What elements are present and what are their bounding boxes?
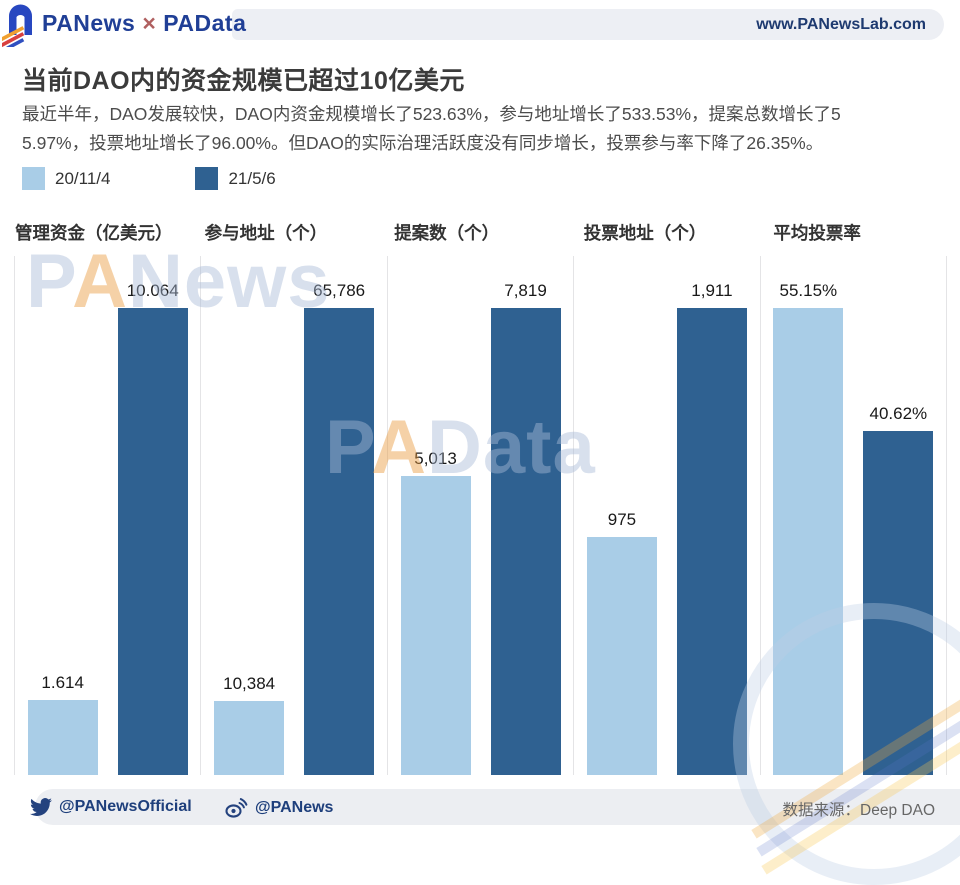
twitter-handle: @PANewsOfficial xyxy=(59,798,192,815)
legend-swatch-dark xyxy=(195,167,219,190)
bar-value-label: 40.62% xyxy=(869,404,928,423)
website-pill: www.PANewsLab.com xyxy=(232,9,944,40)
bar-21/5/6 xyxy=(863,431,934,775)
legend-swatch-light xyxy=(22,167,45,190)
twitter-icon xyxy=(30,798,52,816)
bar-value-label: 1,911 xyxy=(691,281,733,300)
footer-twitter: @PANewsOfficial xyxy=(30,796,192,818)
bar-group-20/11/4: 55.15% xyxy=(773,256,844,775)
footer-weibo: @PANews xyxy=(224,796,333,820)
bar-group-21/5/6: 65,786 xyxy=(304,256,375,775)
panel-title: 提案数（个） xyxy=(394,223,500,243)
bar-21/5/6 xyxy=(676,308,747,775)
panel-title: 投票地址（个） xyxy=(583,223,707,243)
bar-21/5/6 xyxy=(117,308,188,775)
panews-logo-icon xyxy=(2,4,32,47)
weibo-icon xyxy=(225,798,248,818)
legend-item-2020: 20/11/4 xyxy=(22,167,110,190)
bar-value-label: 5,013 xyxy=(414,449,457,468)
panel-title: 参与地址（个） xyxy=(204,223,328,243)
bar-group-21/5/6: 10.064 xyxy=(117,256,188,775)
header-bar: PANews × PAData www.PANewsLab.com xyxy=(0,0,960,48)
subtitle: 最近半年，DAO发展较快，DAO内资金规模增长了523.63%，参与地址增长了5… xyxy=(22,100,952,158)
bar-group-21/5/6: 7,819 xyxy=(490,256,561,775)
footer-bar xyxy=(35,789,960,825)
bar-group-20/11/4: 10,384 xyxy=(214,256,285,775)
bar-20/11/4 xyxy=(214,701,285,775)
bar-20/11/4 xyxy=(773,308,844,775)
brand-separator: × xyxy=(142,10,157,36)
website-url: www.PANewsLab.com xyxy=(756,16,926,33)
bar-value-label: 55.15% xyxy=(779,281,838,300)
bar-21/5/6 xyxy=(490,308,561,775)
bar-value-label: 10.064 xyxy=(126,281,179,300)
panel-title: 管理资金（亿美元） xyxy=(15,223,173,243)
chart-panel: 5,013 7,819 xyxy=(386,256,573,775)
legend-label-2021: 21/5/6 xyxy=(228,168,276,188)
bar-group-20/11/4: 975 xyxy=(586,256,657,775)
subtitle-line-1: 最近半年，DAO发展较快，DAO内资金规模增长了523.63%，参与地址增长了5… xyxy=(22,104,841,124)
bar-group-20/11/4: 1.614 xyxy=(27,256,98,775)
bar-value-label: 65,786 xyxy=(313,281,366,300)
bar-group-21/5/6: 40.62% xyxy=(863,256,934,775)
panel-title: 平均投票率 xyxy=(773,223,861,243)
bar-20/11/4 xyxy=(400,476,471,775)
brand-wordmark: PANews × PAData xyxy=(42,10,246,37)
bar-21/5/6 xyxy=(304,308,375,775)
legend: 20/11/4 21/5/6 xyxy=(22,167,276,190)
bar-value-label: 10,384 xyxy=(223,674,276,693)
brand-panews: PANews xyxy=(42,10,136,36)
chart-panel: 10,384 65,786 xyxy=(200,256,386,775)
bar-value-label: 1.614 xyxy=(41,673,84,692)
brand-padata: PAData xyxy=(163,10,247,36)
chart-panel: 55.15% 40.62% xyxy=(759,256,946,775)
bar-20/11/4 xyxy=(586,537,657,775)
chart-panel: 1.614 10.064 xyxy=(14,256,200,775)
panel-titles-row: 管理资金（亿美元） 参与地址（个） 提案数（个） 投票地址（个） 平均投票率 xyxy=(14,220,946,245)
legend-item-2021: 21/5/6 xyxy=(195,167,276,190)
data-source: 数据来源：Deep DAO xyxy=(782,802,935,819)
bar-20/11/4 xyxy=(27,700,98,775)
chart-panels-row: 1.614 10.064 10,384 65,786 5,013 7,819 975 1,91… xyxy=(14,256,947,775)
bar-group-21/5/6: 1,911 xyxy=(676,256,747,775)
subtitle-line-2: 5.97%，投票地址增长了96.00%。但DAO的实际治理活跃度没有同步增长，投… xyxy=(22,133,824,153)
legend-label-2020: 20/11/4 xyxy=(55,168,111,188)
page-title: 当前DAO内的资金规模已超过10亿美元 xyxy=(22,67,465,95)
weibo-handle: @PANews xyxy=(255,799,334,816)
bar-group-20/11/4: 5,013 xyxy=(400,256,471,775)
bar-value-label: 975 xyxy=(607,510,637,529)
bar-value-label: 7,819 xyxy=(504,281,547,300)
chart-panel: 975 1,911 xyxy=(573,256,759,775)
